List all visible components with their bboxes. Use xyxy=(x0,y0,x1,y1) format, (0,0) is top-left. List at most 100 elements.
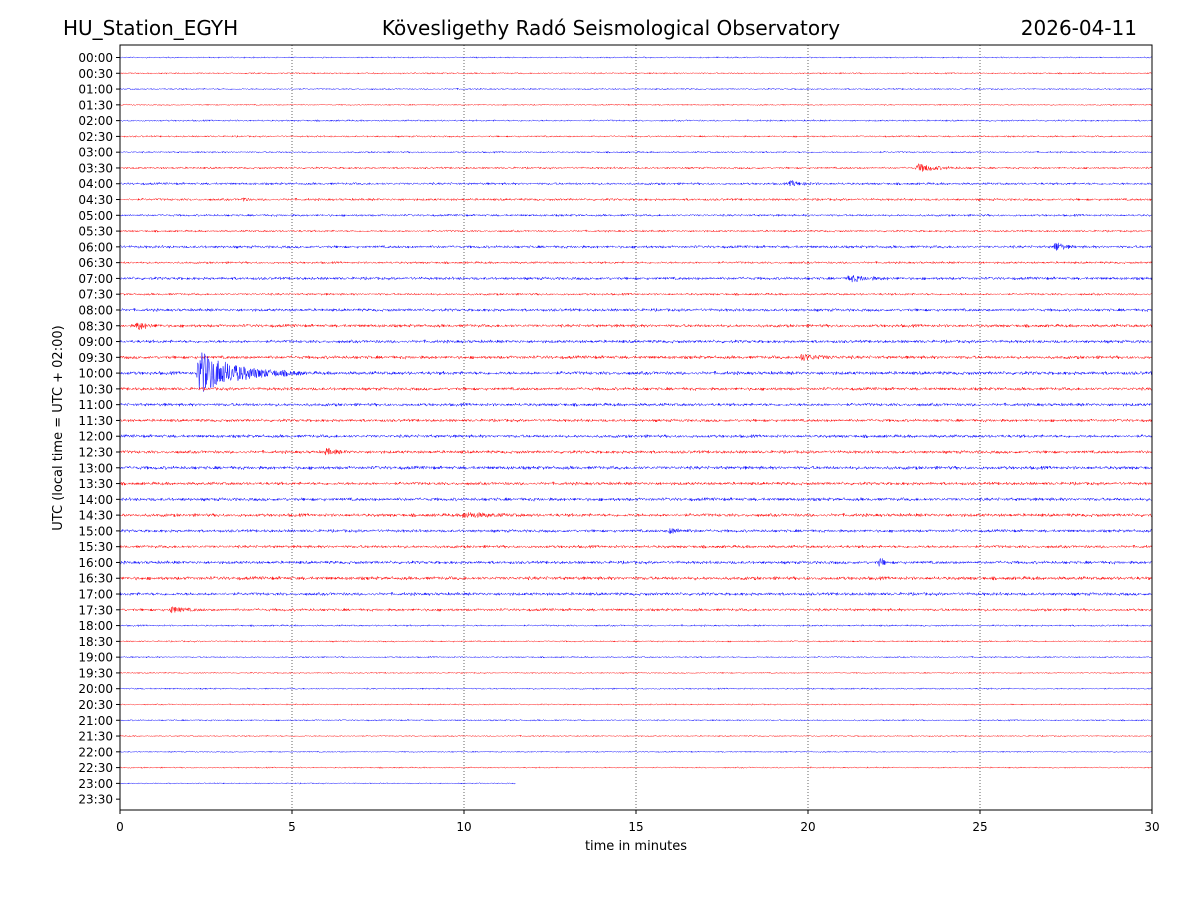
y-tick-label: 22:00 xyxy=(78,745,113,759)
chart-date: 2026-04-11 xyxy=(1021,16,1137,40)
trace-1900 xyxy=(119,655,1152,659)
trace-1600 xyxy=(119,557,1152,567)
y-tick-label: 09:00 xyxy=(78,335,113,349)
trace-2030 xyxy=(119,703,1152,706)
y-tick-label: 20:30 xyxy=(78,698,113,712)
trace-2300 xyxy=(119,782,516,785)
y-tick-label: 06:30 xyxy=(78,256,113,270)
trace-0630 xyxy=(119,260,1152,265)
trace-0500 xyxy=(119,213,1153,218)
x-tick-label: 25 xyxy=(972,820,987,834)
y-tick-label: 06:00 xyxy=(78,240,113,254)
chart-title: Kövesligethy Radó Seismological Observat… xyxy=(382,16,840,40)
y-tick-label: 01:00 xyxy=(78,83,113,97)
trace-1800 xyxy=(119,623,1152,628)
y-tick-label: 08:00 xyxy=(78,303,113,317)
x-tick-label: 0 xyxy=(116,820,124,834)
x-tick-label: 30 xyxy=(1144,820,1159,834)
y-tick-label: 11:30 xyxy=(78,414,113,428)
y-tick-label: 07:00 xyxy=(78,272,113,286)
y-tick-label: 05:00 xyxy=(78,209,113,223)
y-tick-label: 07:30 xyxy=(78,288,113,302)
trace-2000 xyxy=(119,687,1153,691)
y-tick-label: 19:00 xyxy=(78,651,113,665)
x-axis-label: time in minutes xyxy=(585,839,687,854)
trace-2230 xyxy=(119,766,1152,770)
plot-frame xyxy=(119,44,1153,811)
trace-1530 xyxy=(119,544,1153,550)
trace-1200 xyxy=(119,433,1153,439)
trace-0130 xyxy=(119,103,1153,107)
y-tick-label: 09:30 xyxy=(78,351,113,365)
trace-1100 xyxy=(119,401,1152,408)
trace-0930 xyxy=(119,353,1153,361)
trace-0830 xyxy=(119,322,1152,330)
trace-1930 xyxy=(119,671,1153,675)
trace-0430 xyxy=(119,197,1153,202)
trace-1430 xyxy=(119,511,1153,519)
y-tick-label: 13:30 xyxy=(78,477,113,491)
x-tick-label: 20 xyxy=(800,820,815,834)
y-tick-label: 23:00 xyxy=(78,777,113,791)
x-tick-label: 5 xyxy=(288,820,296,834)
y-tick-label: 12:30 xyxy=(78,446,113,460)
x-tick-label: 15 xyxy=(628,820,643,834)
y-tick-label: 00:00 xyxy=(78,51,113,65)
trace-2130 xyxy=(119,734,1153,738)
trace-1500 xyxy=(119,527,1153,534)
y-tick-label: 14:00 xyxy=(78,493,113,507)
trace-2200 xyxy=(119,750,1153,754)
y-tick-label: 17:00 xyxy=(78,588,113,602)
trace-0200 xyxy=(119,118,1152,123)
y-tick-label: 18:30 xyxy=(78,635,113,649)
y-tick-label: 11:00 xyxy=(78,398,113,412)
y-tick-label: 10:00 xyxy=(78,367,113,381)
y-tick-label: 10:30 xyxy=(78,382,113,396)
y-tick-label: 22:30 xyxy=(78,761,113,775)
trace-0030 xyxy=(119,71,1153,75)
trace-1130 xyxy=(119,417,1153,423)
trace-1400 xyxy=(119,496,1152,503)
y-tick-label: 08:30 xyxy=(78,319,113,333)
y-tick-label: 23:30 xyxy=(78,793,113,807)
y-axis-label: UTC (local time = UTC + 02:00) xyxy=(51,325,66,530)
y-tick-label: 19:30 xyxy=(78,666,113,680)
y-tick-label: 18:00 xyxy=(78,619,113,633)
trace-0900 xyxy=(119,338,1153,345)
trace-0400 xyxy=(119,180,1153,187)
y-tick-label: 21:30 xyxy=(78,730,113,744)
trace-1300 xyxy=(119,465,1153,471)
y-tick-label: 15:00 xyxy=(78,524,113,538)
y-tick-label: 03:30 xyxy=(78,161,113,175)
trace-1030 xyxy=(119,386,1153,392)
station-label: HU_Station_EGYH xyxy=(63,16,238,40)
y-tick-label: 17:30 xyxy=(78,603,113,617)
x-axis-ticks: 0 5 10 15 20 25 30 xyxy=(116,810,1160,834)
trace-0000 xyxy=(119,56,1153,59)
trace-0100 xyxy=(119,87,1153,91)
x-tick-label: 10 xyxy=(456,820,471,834)
y-tick-label: 01:30 xyxy=(78,98,113,112)
y-tick-label: 02:00 xyxy=(78,114,113,128)
y-tick-label: 13:00 xyxy=(78,461,113,475)
y-tick-label: 00:30 xyxy=(78,67,113,81)
trace-2100 xyxy=(119,718,1153,722)
y-tick-label: 14:30 xyxy=(78,509,113,523)
trace-1730 xyxy=(119,605,1152,614)
y-tick-label: 20:00 xyxy=(78,682,113,696)
trace-1700 xyxy=(119,591,1153,597)
y-tick-label: 04:30 xyxy=(78,193,113,207)
trace-0730 xyxy=(119,292,1152,297)
trace-0530 xyxy=(119,228,1153,234)
seismic-traces xyxy=(119,56,1153,785)
trace-0600 xyxy=(119,242,1153,251)
y-tick-label: 21:00 xyxy=(78,714,113,728)
trace-0800 xyxy=(119,307,1153,313)
trace-0330 xyxy=(119,163,1153,172)
y-tick-label: 03:00 xyxy=(78,146,113,160)
trace-1330 xyxy=(119,480,1152,487)
y-tick-label: 15:30 xyxy=(78,540,113,554)
